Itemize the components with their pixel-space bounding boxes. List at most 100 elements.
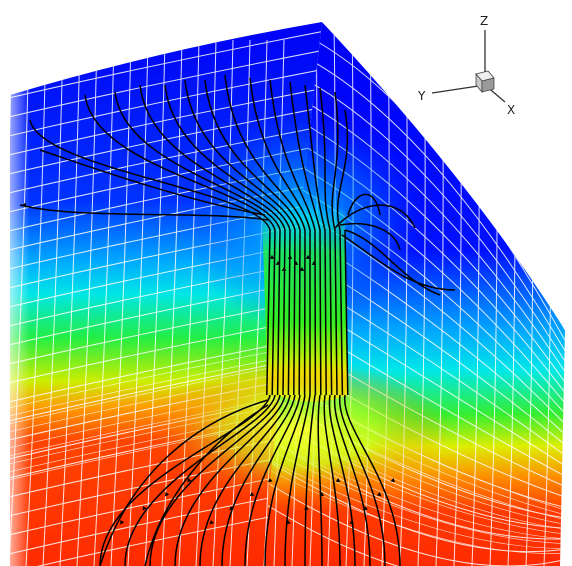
- streamline: [284, 394, 311, 566]
- streamline: [221, 394, 296, 566]
- streamline: [139, 84, 286, 231]
- streamline-arrow: [303, 506, 309, 510]
- streamline: [329, 229, 333, 396]
- streamline: [341, 234, 456, 291]
- streamline: [331, 91, 339, 231]
- streamline-arrow: [335, 478, 341, 482]
- mesh-line: [144, 39, 166, 566]
- streamline-arrow: [281, 267, 287, 271]
- edge-fade: [0, 60, 30, 566]
- streamline: [204, 79, 301, 231]
- streamline: [344, 229, 441, 296]
- mesh-line: [59, 39, 81, 566]
- streamline-arrow: [305, 255, 311, 259]
- streamline-arrow: [363, 506, 368, 511]
- streamline: [304, 84, 326, 231]
- streamline: [264, 394, 306, 566]
- mesh-line: [316, 63, 565, 352]
- streamline: [224, 74, 306, 231]
- streamline: [39, 149, 266, 216]
- streamline: [124, 394, 276, 566]
- streamline: [199, 394, 291, 566]
- streamline: [282, 229, 286, 396]
- streamline-arrow: [287, 255, 293, 259]
- mesh-line: [42, 39, 64, 566]
- streamline-arrow: [229, 506, 234, 511]
- streamline: [344, 229, 349, 396]
- axes-triad: Z Y X: [417, 14, 515, 117]
- streamline: [266, 229, 271, 396]
- streamline: [293, 229, 296, 396]
- streamlines: [19, 74, 456, 566]
- mesh-line: [93, 39, 115, 566]
- streamline-arrows: [22, 202, 396, 525]
- mesh-line: [268, 501, 565, 566]
- streamline: [114, 91, 281, 231]
- mesh-line: [268, 480, 565, 566]
- streamline: [336, 109, 349, 231]
- streamline: [269, 79, 316, 231]
- streamline: [334, 229, 338, 396]
- streamline: [347, 193, 381, 216]
- streamline-arrow: [269, 255, 275, 259]
- streamline: [19, 204, 269, 221]
- streamline: [276, 229, 281, 396]
- streamline-arrow: [22, 202, 26, 208]
- x-axis-label: X: [507, 103, 515, 117]
- streamline: [249, 77, 311, 231]
- streamline: [99, 399, 269, 566]
- streamline-arrow: [249, 492, 255, 497]
- streamline: [29, 119, 271, 231]
- streamline-arrow: [120, 520, 125, 525]
- streamline: [317, 394, 323, 566]
- streamline: [319, 229, 322, 396]
- streamline-arrow: [319, 492, 325, 496]
- streamline: [289, 81, 321, 231]
- mesh-line: [313, 84, 565, 362]
- streamline-arrow: [376, 492, 382, 497]
- streamline-arrow: [142, 506, 147, 511]
- streamline: [149, 394, 281, 566]
- streamline-arrow: [267, 478, 273, 483]
- streamline-arrow: [285, 520, 291, 525]
- streamline-arrow: [349, 520, 355, 525]
- z-axis-label: Z: [480, 14, 488, 28]
- mesh-line: [178, 39, 200, 566]
- streamline-arrow: [390, 478, 396, 483]
- streamline: [338, 394, 386, 566]
- streamline: [184, 79, 296, 231]
- streamline: [164, 84, 291, 231]
- streamline-arrow: [299, 267, 305, 271]
- streamline: [334, 204, 416, 229]
- streamline: [324, 229, 327, 396]
- streamline-arrow: [209, 520, 215, 525]
- streamline: [344, 394, 401, 566]
- streamline: [271, 229, 276, 396]
- mesh-line: [127, 39, 149, 566]
- streamline: [304, 394, 316, 566]
- streamline: [333, 394, 371, 566]
- streamline-arrow: [187, 478, 192, 483]
- y-axis-label: Y: [417, 89, 426, 103]
- streamline: [339, 223, 401, 251]
- mesh-line: [110, 39, 132, 566]
- streamline: [328, 394, 356, 566]
- streamline-arrow: [311, 261, 317, 265]
- streamline: [298, 229, 301, 396]
- streamline: [339, 229, 344, 396]
- mesh-line: [10, 29, 322, 101]
- streamline: [244, 394, 301, 566]
- streamline-arrow: [275, 261, 281, 265]
- streamline: [319, 87, 331, 231]
- mesh-line: [10, 86, 322, 158]
- y-axis-line: [431, 84, 486, 94]
- streamline: [323, 394, 341, 566]
- mesh-line: [195, 39, 217, 566]
- streamline-arrow: [293, 261, 299, 265]
- streamline: [144, 404, 269, 566]
- mesh-line: [76, 39, 98, 566]
- axes-cube-icon: [475, 70, 495, 94]
- streamline-arrow: [164, 492, 170, 497]
- streamline: [174, 394, 286, 566]
